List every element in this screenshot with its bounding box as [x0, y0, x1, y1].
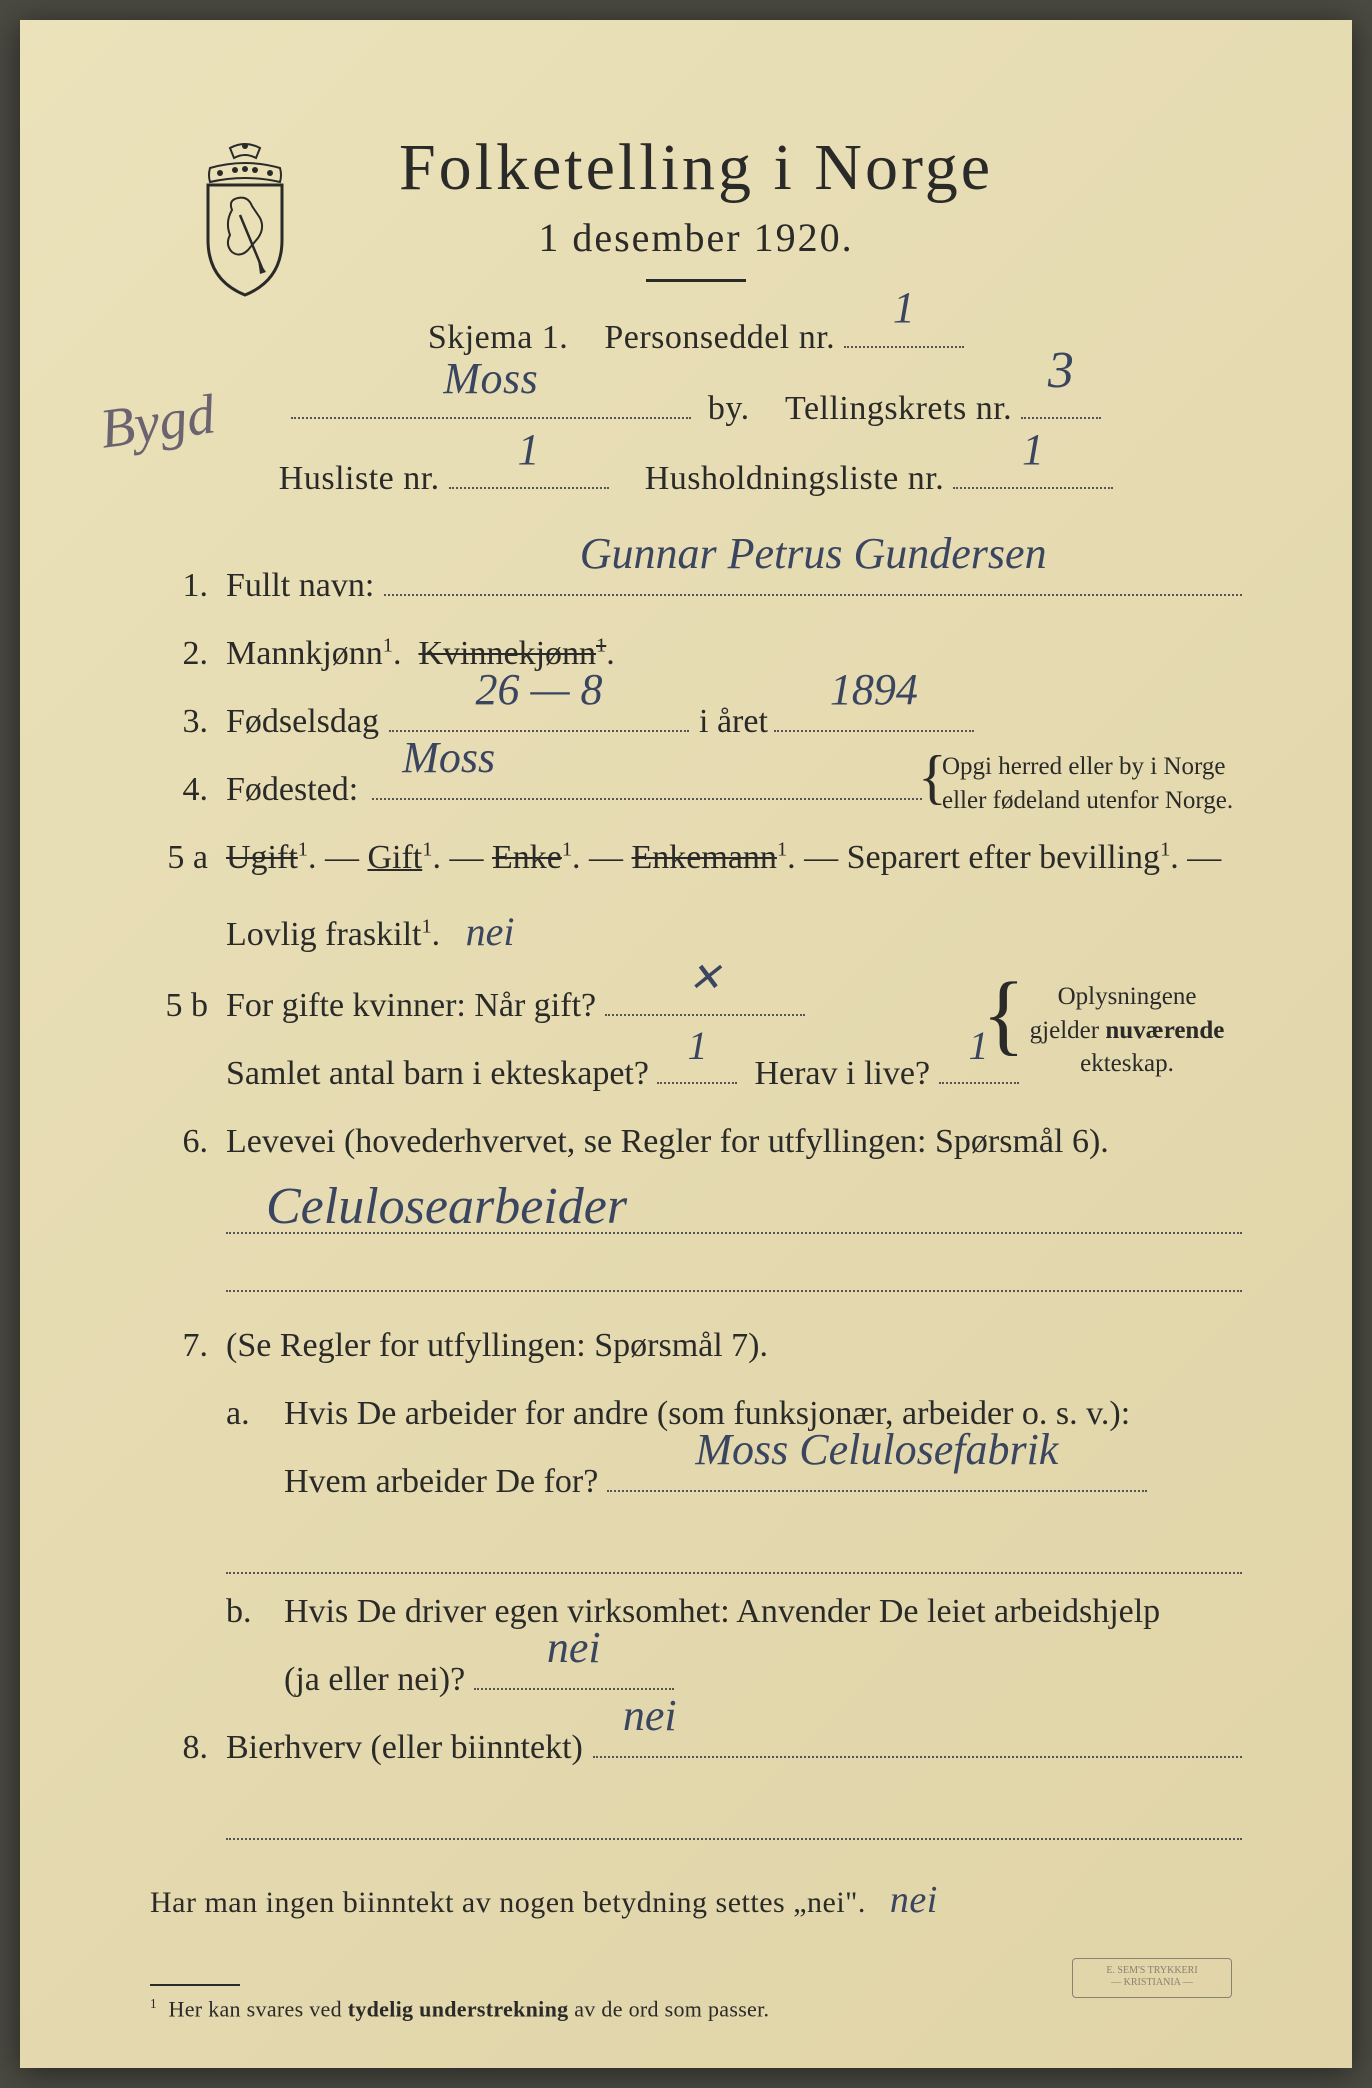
bottom-text: Har man ingen biinntekt av nogen betydni… — [150, 1886, 866, 1919]
q7a-l2: Hvem arbeider De for? — [284, 1463, 598, 1500]
q1-row: 1. Fullt navn: Gunnar Petrus Gundersen — [150, 552, 1242, 620]
husliste-label: Husliste nr. — [279, 460, 440, 497]
q5a-num: 5 a — [150, 824, 208, 892]
personseddel-value: 1 — [844, 266, 964, 350]
q4-value: Moss — [372, 714, 922, 802]
q4-row: 4. Fødested: Moss { Opgi herred eller by… — [150, 756, 1242, 824]
q7a-value: Moss Celulosefabrik — [607, 1406, 1147, 1494]
q5b-label3: Herav i live? — [754, 1055, 930, 1092]
form-header: Folketelling i Norge 1 desember 1920. Sk… — [150, 130, 1242, 512]
q5a-gift: Gift — [367, 839, 422, 876]
q5b-n2b: nuværende — [1105, 1017, 1224, 1044]
census-form-page: Bygd Folketelling i Norge 1 desember 192… — [20, 20, 1352, 2068]
q8-line2 — [226, 1786, 1242, 1840]
q3-label: Fødselsdag — [226, 688, 379, 756]
q5b-n1: Oplysningene — [1012, 980, 1242, 1014]
q5b-row: 5 b For gifte kvinner: Når gift? ✕ { Opl… — [150, 972, 1242, 1108]
q5b-val3: 1 — [939, 1006, 1019, 1086]
q5b-n3: ekteskap. — [1012, 1047, 1242, 1081]
q5b-label1: For gifte kvinner: Når gift? — [226, 987, 596, 1024]
q2-male: Mannkjønn — [226, 635, 383, 672]
q8-num: 8. — [150, 1714, 208, 1782]
q8-value: nei — [593, 1672, 1242, 1760]
q6-label: Levevei (hovederhvervet, se Regler for u… — [226, 1123, 1109, 1160]
husholdning-label: Husholdningsliste nr. — [645, 460, 945, 497]
q4-note: { Opgi herred eller by i Norge eller fød… — [942, 750, 1242, 818]
fn-num: 1 — [150, 1996, 157, 2011]
q4-note-l1: Opgi herred eller by i Norge — [942, 750, 1242, 784]
form-date: 1 desember 1920. — [150, 214, 1242, 261]
q5a-separert: Separert efter bevilling — [847, 839, 1160, 876]
bottom-note: Har man ingen biinntekt av nogen betydni… — [150, 1864, 1242, 1936]
q7b-num: b. — [226, 1578, 266, 1646]
header-divider — [646, 279, 746, 282]
coat-of-arms-icon — [190, 140, 300, 300]
stamp-sub: — KRISTIANIA — — [1073, 1977, 1231, 1989]
questions: 1. Fullt navn: Gunnar Petrus Gundersen 2… — [150, 552, 1242, 2023]
q1-num: 1. — [150, 552, 208, 620]
q4-label: Fødested: — [226, 756, 358, 824]
q5b-num: 5 b — [150, 972, 208, 1040]
q5a-answer: nei — [466, 909, 515, 954]
q7a-row: a. Hvis De arbeider for andre (som funks… — [226, 1380, 1242, 1516]
q7-num: 7. — [150, 1312, 208, 1380]
fn-bold: tydelig understrekning — [348, 1996, 569, 2021]
q7b-l2: (ja eller nei)? — [284, 1661, 465, 1698]
q5b-label2: Samlet antal barn i ekteskapet? — [226, 1055, 649, 1092]
printer-stamp: E. SEM'S TRYKKERI — KRISTIANIA — — [1072, 1958, 1232, 1998]
q5a-enke: Enke — [492, 839, 562, 876]
q6-num: 6. — [150, 1108, 208, 1176]
q5a-enkemann: Enkemann — [632, 839, 777, 876]
tellingskrets-value: 3 — [1021, 322, 1101, 421]
q2-num: 2. — [150, 620, 208, 688]
fn-post: av de ord som passer. — [568, 1996, 769, 2021]
husholdning-value: 1 — [953, 408, 1113, 492]
husliste-value: 1 — [449, 408, 609, 492]
q7b-l1: Hvis De driver egen virksomhet: Anvender… — [284, 1593, 1160, 1630]
q6-row: 6. Levevei (hovederhvervet, se Regler fo… — [150, 1108, 1242, 1176]
by-label: by. — [708, 390, 750, 427]
bottom-value: nei — [890, 1879, 938, 1921]
q7-label: (Se Regler for utfyllingen: Spørsmål 7). — [226, 1327, 768, 1364]
q4-note-l2: eller fødeland utenfor Norge. — [942, 784, 1242, 818]
q5b-n2a: gjelder — [1030, 1017, 1106, 1044]
q5a-fraskilt: Lovlig fraskilt — [226, 916, 421, 953]
q7a-line2 — [226, 1520, 1242, 1574]
q2-row: 2. Mannkjønn1. Kvinnekjønn1. — [150, 620, 1242, 688]
q4-num: 4. — [150, 756, 208, 824]
husliste-line: Husliste nr. 1 Husholdningsliste nr. 1 — [150, 447, 1242, 512]
q7a-num: a. — [226, 1380, 266, 1448]
form-title: Folketelling i Norge — [150, 130, 1242, 206]
q5a-ugift: Ugift — [226, 839, 298, 876]
q5b-val2: 1 — [657, 1006, 737, 1086]
q8-label: Bierhverv (eller biinntekt) — [226, 1714, 583, 1782]
q6-value: Celulosearbeider — [226, 1177, 1242, 1236]
footnote-rule — [150, 1984, 240, 1986]
stamp-text: E. SEM'S TRYKKERI — [1073, 1965, 1231, 1977]
q5b-note: { Oplysningene gjelder nuværende ekteska… — [1012, 980, 1242, 1081]
q8-row: 8. Bierhverv (eller biinntekt) nei — [150, 1714, 1242, 1782]
footnote: 1 Her kan svares ved tydelig understrekn… — [150, 1996, 1242, 2022]
q1-label: Fullt navn: — [226, 552, 374, 620]
q3-num: 3. — [150, 688, 208, 756]
q6-line2 — [226, 1238, 1242, 1292]
q7-row: 7. (Se Regler for utfyllingen: Spørsmål … — [150, 1312, 1242, 1380]
q1-value: Gunnar Petrus Gundersen — [384, 510, 1242, 598]
fn-pre: Her kan svares ved — [169, 1996, 348, 2021]
q6-line1: Celulosearbeider — [226, 1180, 1242, 1234]
